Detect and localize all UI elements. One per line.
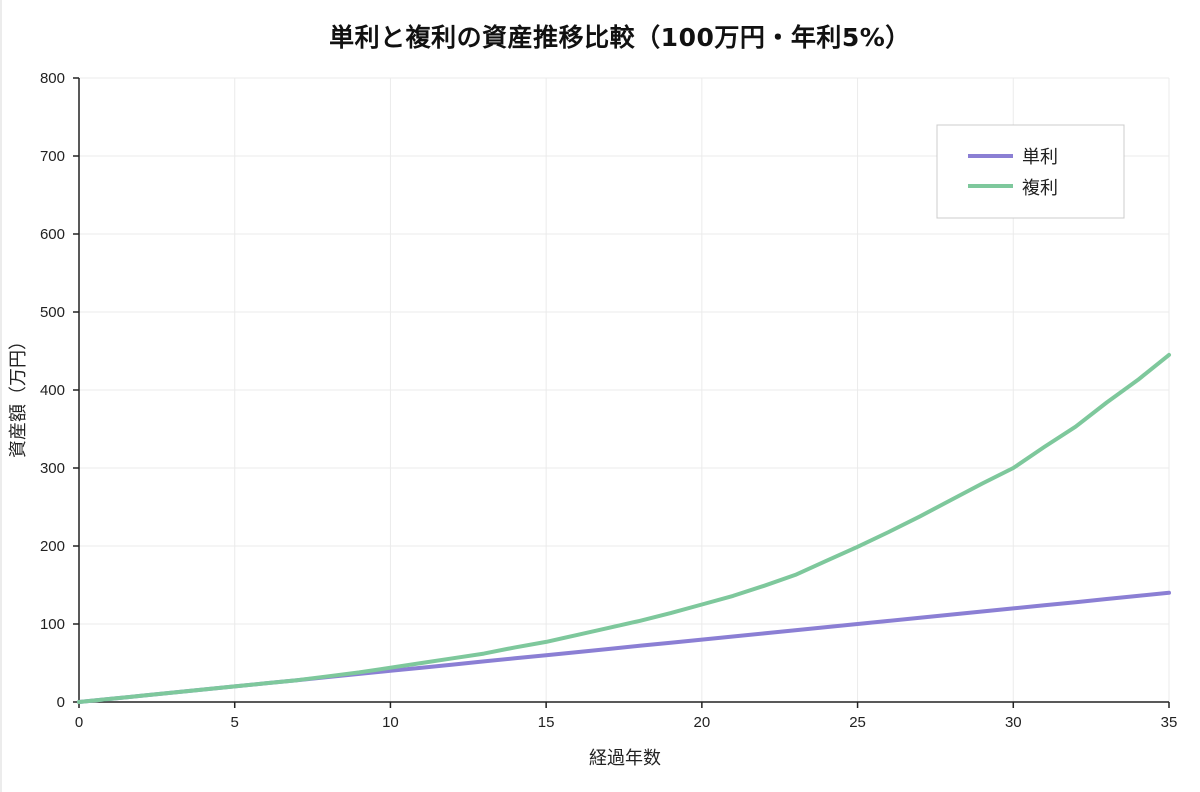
legend-box: [936, 124, 1125, 219]
x-axis-label: 経過年数: [589, 748, 661, 769]
y-tick-label: 300: [40, 460, 65, 477]
x-tick-label: 30: [1005, 714, 1022, 731]
x-tick-label: 20: [694, 714, 711, 731]
y-tick-label: 800: [40, 70, 65, 87]
legend-label-simple: 単利: [1022, 147, 1058, 168]
data-series: [77, 352, 1171, 704]
y-tick-label: 0: [57, 694, 65, 711]
x-tick-label: 15: [538, 714, 555, 731]
y-tick-label: 600: [40, 226, 65, 243]
legend-label-compound: 複利: [1022, 178, 1058, 199]
x-tick-label: 25: [849, 714, 866, 731]
chart-title: 単利と複利の資産推移比較（100万円・年利5%）: [329, 23, 911, 52]
x-axis-ticks: 0 5 10 15 20 25 30 35: [75, 702, 1178, 731]
y-axis-ticks: 0 100 200 300 400 500 600 700 800: [40, 70, 79, 711]
y-tick-label: 500: [40, 304, 65, 321]
y-axis-label: 資産額（万円）: [8, 332, 29, 458]
frame-border: [0, 0, 2, 792]
y-tick-label: 700: [40, 148, 65, 165]
y-tick-label: 200: [40, 538, 65, 555]
x-tick-label: 0: [75, 714, 83, 731]
series-line-compound: [77, 352, 1171, 704]
x-tick-label: 35: [1161, 714, 1178, 731]
legend: 単利 複利: [936, 124, 1125, 219]
x-tick-label: 10: [382, 714, 399, 731]
y-tick-label: 400: [40, 382, 65, 399]
x-tick-label: 5: [231, 714, 239, 731]
y-tick-label: 100: [40, 616, 65, 633]
